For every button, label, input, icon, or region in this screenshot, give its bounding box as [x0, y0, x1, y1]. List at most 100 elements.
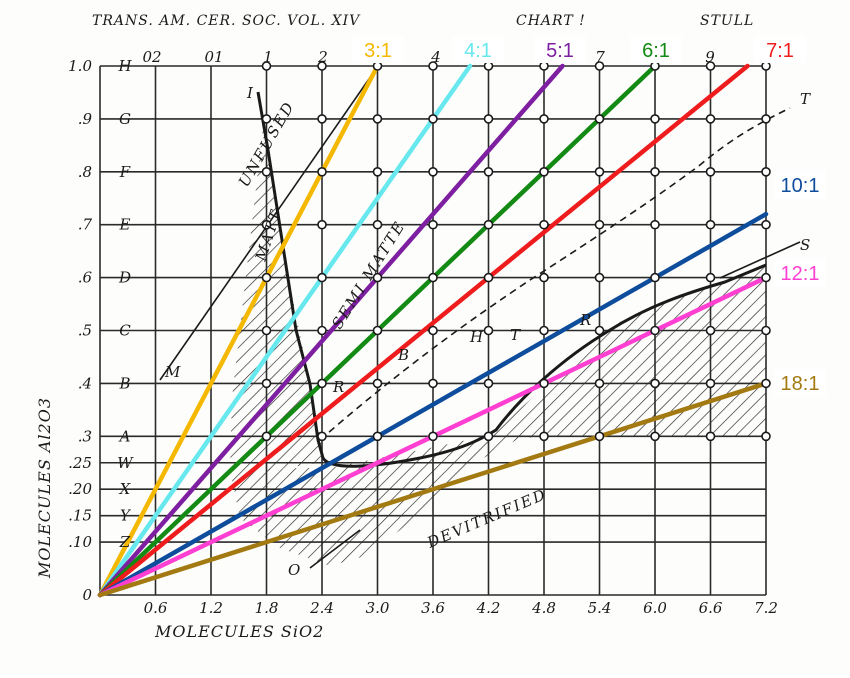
y-letter-label: G [119, 110, 131, 128]
y-letter-label: D [118, 269, 131, 287]
grid-node [705, 431, 716, 442]
series-label-10-to-1: 10:1 [781, 175, 820, 197]
grid-node [539, 167, 549, 177]
o-boundary-line [309, 529, 361, 569]
grid-node [372, 167, 383, 177]
grid-node [539, 431, 549, 442]
series-label-3-to-1: 3:1 [364, 40, 392, 62]
series-line-7-to-1 [97, 63, 750, 598]
series-label-background [754, 36, 806, 63]
y-tick-label: .3 [78, 427, 92, 445]
grid-node [261, 114, 272, 124]
x-tick-label: 5.4 [588, 599, 612, 617]
grid-node [428, 431, 438, 442]
y-letter-label: C [119, 322, 131, 340]
grid-node [428, 378, 438, 389]
mark-m: M [164, 363, 181, 381]
grid-node [705, 325, 716, 336]
grid-node [539, 272, 549, 283]
grid-node [317, 378, 327, 389]
y-tick-label: 0 [82, 586, 92, 604]
grid-node [705, 272, 716, 283]
grid-node [650, 114, 660, 124]
grid-node [317, 272, 327, 283]
x-tick-label: 7.2 [754, 599, 778, 617]
y-letter-label: W [117, 454, 134, 472]
grid-node [761, 378, 771, 389]
y-tick-label: .9 [78, 110, 93, 128]
x-tick-label: 0.6 [144, 599, 168, 617]
series-label-18-to-1: 18:1 [781, 373, 820, 395]
grid-node [539, 325, 549, 336]
y-tick-label: .6 [78, 269, 93, 287]
grid-node [428, 61, 438, 71]
mark-t: T [510, 326, 521, 344]
grid-node [650, 378, 660, 389]
grid-node [372, 378, 383, 389]
grid-node [483, 114, 494, 124]
x-axis-title: MOLECULES SiO2 [154, 622, 324, 641]
grid-node [317, 61, 327, 71]
y-letter-label: A [118, 427, 131, 445]
grid-node [705, 114, 716, 124]
grid-node [261, 219, 272, 230]
grid-node [372, 431, 383, 442]
mark-h: H [469, 328, 484, 346]
series-label-background [352, 36, 404, 63]
series-label-6-to-1: 6:1 [642, 40, 670, 62]
mark-i: I [246, 84, 254, 102]
series-label-4-to-1: 4:1 [464, 40, 492, 62]
matt-hatch-region [230, 118, 325, 470]
x-tick-label: 3.6 [421, 599, 445, 617]
grid-node [483, 325, 494, 336]
top-tick-label: 9 [705, 48, 715, 66]
grid-node [594, 431, 605, 442]
grid-node [261, 61, 272, 71]
grid-node [761, 114, 771, 124]
series-label-background [774, 259, 826, 286]
y-tick-label: .5 [78, 322, 92, 340]
mark-t2: T [800, 90, 811, 108]
grid-node [594, 114, 605, 124]
y-letter-label: X [119, 480, 132, 498]
series-label-background [452, 36, 504, 63]
hatched-regions [230, 118, 766, 566]
y-letter-label: H [117, 57, 132, 75]
x-tick-label: 4.2 [476, 599, 501, 617]
grid-node [650, 431, 660, 442]
grid-node [317, 219, 327, 230]
y-axis-title: MOLECULES Al2O3 [35, 397, 54, 579]
grid-node [483, 167, 494, 177]
series-line-4-to-1 [97, 63, 473, 598]
grid-node [594, 325, 605, 336]
semi-matte-dashed-curve [319, 107, 791, 441]
x-tick-label: 4.8 [531, 599, 556, 617]
grid-node [372, 219, 383, 230]
grid-node [261, 431, 272, 442]
x-tick-label: 3.0 [366, 599, 390, 617]
series-line-3-to-1 [97, 63, 380, 598]
grid-node [650, 219, 660, 230]
series-label-12-to-1: 12:1 [781, 263, 820, 285]
header-author: STULL [700, 13, 754, 29]
grid-node [594, 378, 605, 389]
grid-node [317, 431, 327, 442]
grid-node [761, 431, 771, 442]
grid-node [428, 272, 438, 283]
grid-nodes [261, 61, 771, 442]
grid-node [483, 272, 494, 283]
ratio-labels: 3:1 4:1 5:1 6:1 7:1 10:1 12:1 18:1 [352, 36, 826, 396]
grid-node [428, 219, 438, 230]
header-chart-number: CHART ! [516, 13, 586, 29]
series-line-18-to-1 [97, 381, 769, 598]
series-label-background [534, 36, 586, 63]
grid-node [650, 167, 660, 177]
grid-node [594, 219, 605, 230]
mark-r2: R [579, 311, 591, 329]
mark-r: R [332, 378, 344, 396]
y-tick-label: .15 [68, 507, 92, 525]
y-letter-label: F [119, 163, 131, 181]
grid-node [428, 167, 438, 177]
y-tick-label: 1.0 [68, 57, 92, 75]
